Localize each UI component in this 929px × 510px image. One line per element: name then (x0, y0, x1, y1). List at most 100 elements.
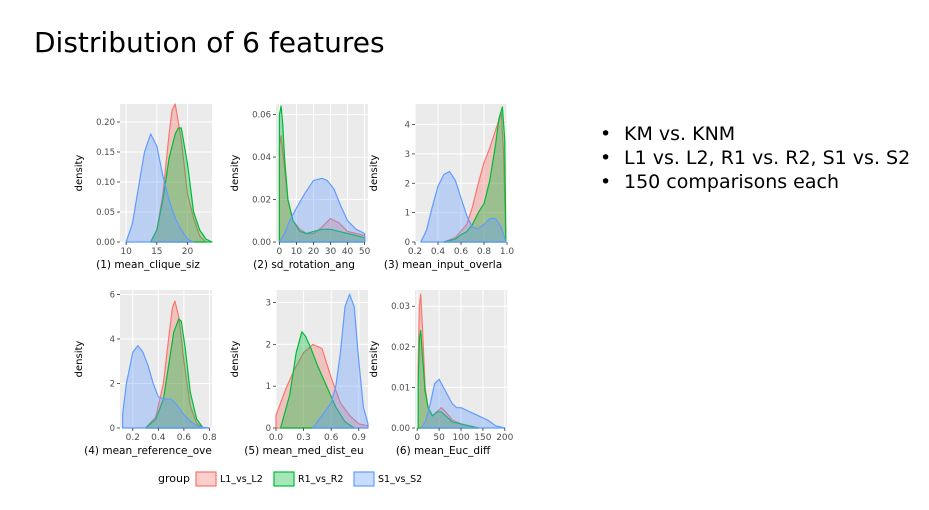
y-tick-label: 0.10 (96, 178, 115, 188)
x-tick-label: 0.8 (477, 247, 492, 257)
x-tick-label: 0 (414, 433, 420, 443)
panel-background (276, 290, 368, 428)
y-tick-label: 0.04 (252, 153, 271, 163)
legend-swatch-S1_vs_S2 (353, 471, 375, 487)
density-area-S1_vs_S2 (420, 170, 507, 243)
x-tick-label: 30 (325, 247, 337, 257)
x-tick-label: 10 (291, 247, 303, 257)
y-tick-label: 0 (110, 424, 115, 434)
y-tick-label: 3 (266, 299, 271, 309)
y-tick-label: 0 (266, 424, 271, 434)
legend-title: group (158, 472, 190, 485)
y-tick-label: 6 (110, 290, 115, 300)
y-axis-label: density (230, 341, 241, 378)
density-area-R1_vs_R2 (150, 127, 213, 243)
x-tick-label: 50 (433, 433, 445, 443)
y-tick-label: 0.05 (96, 208, 115, 218)
chart-panel-6: 0 50 100 150 200 0.00 0.01 0.02 0.03 (6) mean_Euc… (369, 290, 514, 457)
y-tick-label: 0.02 (391, 343, 410, 353)
density-area-S1_vs_S2 (122, 345, 210, 429)
y-axis-label: density (74, 341, 85, 378)
density-area-L1_vs_L2 (275, 343, 369, 429)
x-tick-label: 150 (474, 433, 491, 443)
chart-panel-1: 10 15 20 0.00 0.05 0.10 0.15 0.20 (1) mean_cliqu… (74, 103, 213, 271)
x-tick-label: 0.4 (431, 247, 446, 257)
legend-label: R1_vs_R2 (298, 474, 343, 485)
x-axis-label: (5) mean_med_dist_eu (244, 445, 363, 457)
panel-background (276, 104, 368, 242)
y-tick-label: 3 (405, 150, 410, 160)
x-tick-label: 0.6 (177, 433, 192, 443)
x-tick-label: 100 (452, 433, 469, 443)
y-tick-label: 2 (405, 179, 410, 189)
chart-panel-3: 0.2 0.4 0.6 0.8 1.0 0 1 2 3 4 (3) mean_input_overl… (369, 104, 514, 271)
density-area-R1_vs_R2 (280, 331, 355, 429)
y-tick-label: 0.02 (252, 196, 271, 206)
chart-panel-2: 0 10 20 30 40 50 0.00 0.02 0.04 0.06 (2) sd_rotati… (230, 104, 371, 271)
bullet-list: KM vs. KNM L1 vs. L2, R1 vs. R2, S1 vs. … (598, 122, 910, 194)
y-tick-label: 0.03 (391, 302, 410, 312)
y-tick-label: 4 (405, 121, 410, 131)
x-axis-label: (2) sd_rotation_ang (253, 259, 355, 271)
y-axis-label: density (74, 155, 85, 192)
x-tick-label: 20 (182, 247, 194, 257)
x-tick-label: 50 (359, 247, 371, 257)
x-tick-label: 0.2 (126, 433, 140, 443)
y-axis-label: density (230, 155, 241, 192)
x-tick-label: 10 (120, 247, 132, 257)
y-axis-label: density (369, 341, 380, 378)
x-tick-label: 0.6 (324, 433, 339, 443)
y-tick-label: 1 (405, 209, 410, 219)
y-tick-label: 1 (266, 382, 271, 392)
chart-panel-4: 0.2 0.4 0.6 0.8 0 2 4 6 (4) mean_reference_ove de… (74, 290, 217, 457)
legend: group L1_vs_L2 R1_vs_R2 S1_vs_S2 (158, 471, 422, 487)
x-tick-label: 0.9 (352, 433, 367, 443)
x-tick-label: 0.4 (151, 433, 166, 443)
x-tick-label: 200 (496, 433, 513, 443)
density-area-L1_vs_L2 (150, 103, 207, 243)
x-axis-label: (3) mean_input_overla (384, 259, 502, 271)
y-tick-label: 0.20 (96, 118, 115, 128)
x-tick-label: 0.6 (454, 247, 469, 257)
y-tick-label: 0.15 (96, 148, 115, 158)
x-axis-label: (4) mean_reference_ove (84, 445, 212, 457)
density-area-R1_vs_R2 (443, 106, 507, 243)
x-tick-label: 0.8 (202, 433, 217, 443)
y-tick-label: 0 (405, 238, 410, 248)
density-area-S1_vs_S2 (278, 177, 366, 243)
panel-background (120, 104, 212, 242)
x-tick-label: 0.2 (408, 247, 422, 257)
x-tick-label: 40 (342, 247, 354, 257)
density-area-L1_vs_L2 (145, 300, 204, 429)
density-area-L1_vs_L2 (278, 135, 366, 243)
bullet-item: KM vs. KNM (598, 122, 910, 146)
y-axis-label: density (369, 155, 380, 192)
y-tick-label: 4 (110, 335, 115, 345)
bullet-item: 150 comparisons each (598, 170, 910, 194)
legend-swatch-L1_vs_L2 (195, 471, 217, 487)
density-area-S1_vs_S2 (421, 378, 506, 429)
y-tick-label: 0.00 (252, 238, 271, 248)
density-area-R1_vs_R2 (145, 318, 204, 429)
y-tick-label: 0.00 (96, 238, 115, 248)
density-area-L1_vs_L2 (443, 112, 507, 243)
chart-panel-5: 0.0 0.3 0.6 0.9 0 1 2 3 (5) mean_med_dist_eu dens… (230, 290, 369, 457)
x-tick-label: 20 (308, 247, 320, 257)
y-tick-label: 2 (266, 340, 271, 350)
density-area-R1_vs_R2 (278, 105, 366, 243)
slide-title: Distribution of 6 features (34, 26, 385, 59)
density-figure: 10 15 200.000.050.100.150.20(1) mean_cliqu… (74, 103, 514, 487)
y-tick-label: 0.00 (391, 424, 410, 434)
bullet-item: L1 vs. L2, R1 vs. R2, S1 vs. S2 (598, 146, 910, 170)
x-tick-label: 15 (151, 247, 162, 257)
x-axis-label: (1) mean_clique_siz (96, 259, 200, 271)
density-area-S1_vs_S2 (125, 133, 195, 243)
density-area-R1_vs_R2 (417, 330, 480, 429)
x-tick-label: 0.0 (269, 433, 284, 443)
y-tick-label: 0.01 (391, 383, 410, 393)
density-area-S1_vs_S2 (312, 293, 369, 429)
y-tick-label: 0.06 (252, 111, 271, 121)
legend-label: L1_vs_L2 (220, 474, 263, 485)
legend-label: S1_vs_S2 (378, 474, 422, 485)
x-axis-label: (6) mean_Euc_diff (396, 445, 491, 457)
